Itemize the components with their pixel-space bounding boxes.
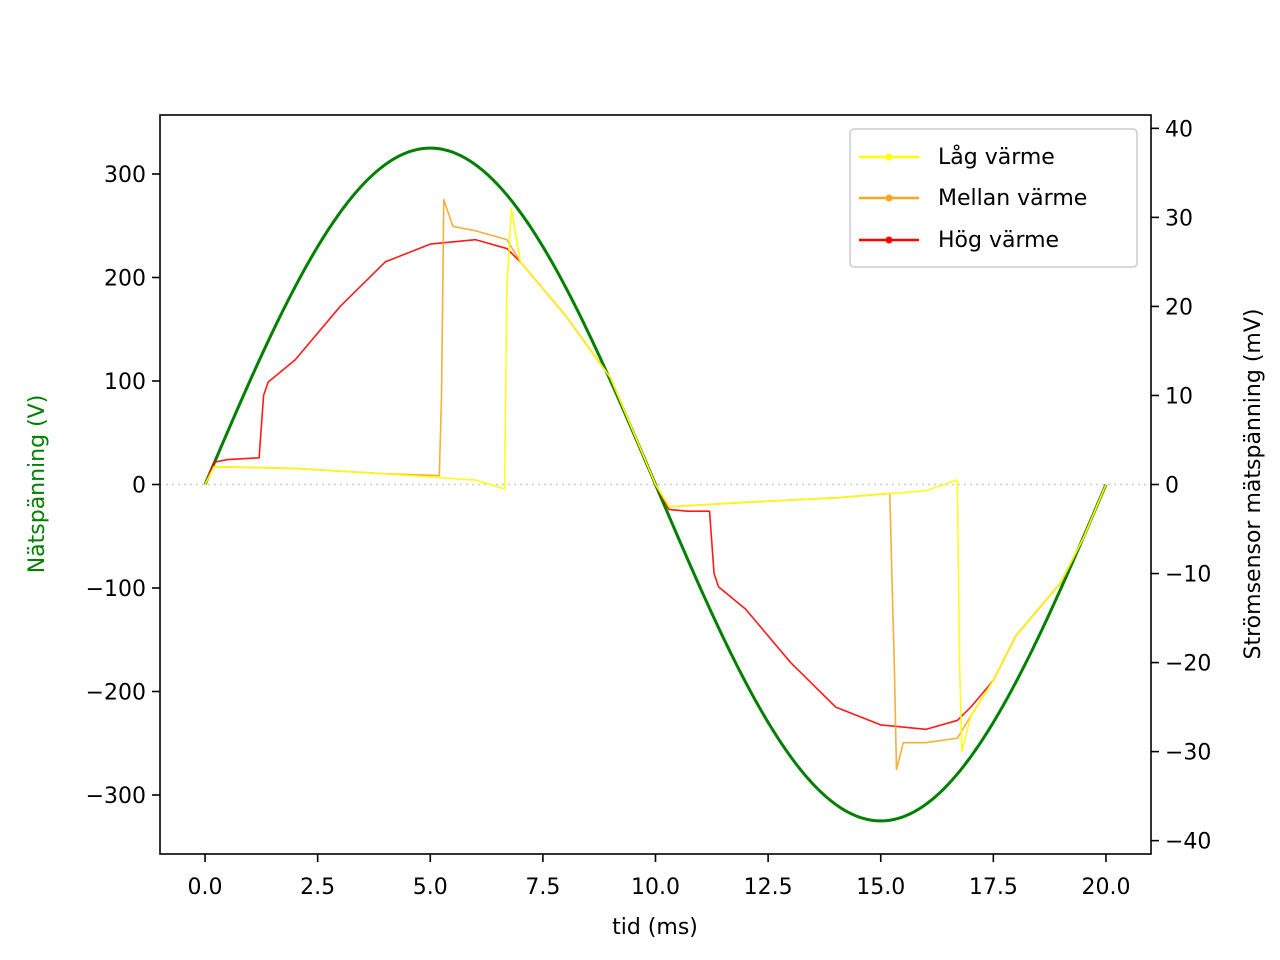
legend-box (849, 128, 1138, 268)
legend-label-hog-varme: Hög värme (938, 228, 1059, 253)
legend-marker-hog-varme (885, 236, 893, 244)
legend-item-lag-varme: Låg värme (859, 144, 1055, 170)
series-layer (203, 146, 1108, 823)
x-axis-title: tid (ms) (612, 915, 698, 940)
x-tick-label: 7.5 (525, 875, 560, 900)
y-right-tick-label: −30 (1165, 741, 1211, 766)
legend-label-mellan-varme: Mellan värme (938, 186, 1087, 211)
series-line-låg-värme (204, 207, 1107, 753)
y-right-tick-label: −10 (1165, 563, 1211, 588)
legend: Låg värme Mellan värme Hög värme (849, 128, 1138, 268)
y-axis-left: 300 200 100 0 −100 −200 −300 (86, 163, 160, 809)
x-tick-label: 20.0 (1081, 875, 1130, 900)
y-left-tick-label: 200 (104, 266, 146, 291)
y-right-tick-label: 10 (1165, 384, 1193, 409)
x-tick-label: 0.0 (188, 875, 223, 900)
legend-item-mellan-varme: Mellan värme (859, 186, 1087, 211)
y-left-tick-label: 300 (104, 163, 146, 188)
legend-marker-lag-varme (885, 153, 893, 161)
legend-item-hog-varme: Hög värme (859, 228, 1059, 253)
y-right-tick-label: 30 (1165, 206, 1193, 231)
y-left-tick-label: 0 (132, 474, 146, 499)
y-axis-right-title: Strömsensor mätspänning (mV) (1241, 309, 1266, 660)
y-left-tick-label: 100 (104, 370, 146, 395)
y-right-tick-label: 0 (1165, 474, 1179, 499)
legend-marker-mellan-varme (885, 194, 893, 202)
x-tick-label: 17.5 (969, 875, 1018, 900)
y-right-tick-label: −20 (1165, 652, 1211, 677)
y-left-tick-label: −300 (86, 784, 146, 809)
x-tick-label: 12.5 (744, 875, 793, 900)
y-right-tick-label: 20 (1165, 295, 1193, 320)
y-right-tick-label: 40 (1165, 117, 1193, 142)
y-right-tick-label: −40 (1165, 830, 1211, 855)
legend-label-lag-varme: Låg värme (938, 144, 1055, 170)
x-axis: 0.0 2.5 5.0 7.5 10.0 12.5 15.0 17.5 20.0 (188, 854, 1130, 900)
x-tick-label: 10.0 (631, 875, 680, 900)
y-axis-left-title: Nätspänning (V) (25, 395, 50, 574)
y-left-tick-label: −200 (86, 681, 146, 706)
y-axis-right: 40 30 20 10 0 −10 −20 −30 −40 (1151, 117, 1211, 855)
y-left-tick-label: −100 (86, 577, 146, 602)
x-tick-label: 5.0 (413, 875, 448, 900)
x-tick-label: 2.5 (300, 875, 335, 900)
x-tick-label: 15.0 (856, 875, 905, 900)
